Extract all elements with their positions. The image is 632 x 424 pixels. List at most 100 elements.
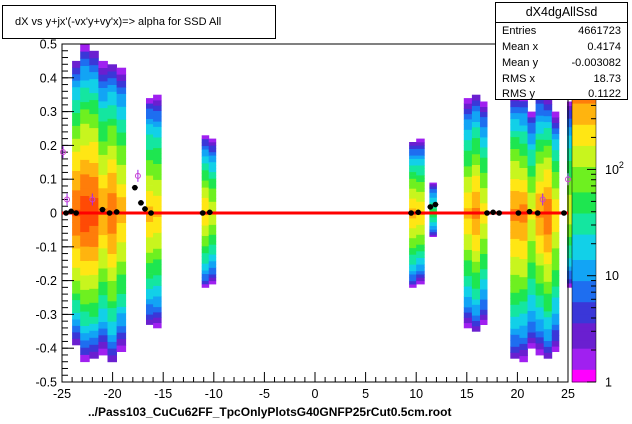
heatmap-cell [146, 252, 154, 258]
heatmap-cell [551, 302, 560, 309]
heatmap-cell [89, 64, 99, 73]
heatmap-cell [98, 334, 108, 342]
heatmap-cell [519, 258, 528, 266]
heatmap-cell [471, 261, 481, 268]
heatmap-cell [146, 288, 154, 294]
heatmap-cell [409, 145, 417, 149]
heatmap-cell [463, 119, 473, 125]
heatmap-cell [208, 168, 217, 173]
heatmap-cell [153, 274, 162, 281]
color-scale-cell [572, 246, 596, 252]
heatmap-cell [107, 172, 117, 180]
heatmap-cell [416, 161, 425, 166]
heatmap-cell [153, 216, 162, 223]
heatmap-cell [107, 213, 117, 221]
heatmap-cell [107, 233, 117, 241]
heatmap-cell [72, 138, 81, 146]
heatmap-cell [146, 298, 154, 305]
heatmap-cell [463, 275, 473, 282]
heatmap-cell [98, 274, 108, 282]
heatmap-cell [543, 98, 553, 105]
heatmap-cell [72, 131, 81, 139]
color-scale-cell [572, 331, 596, 336]
heatmap-cell [153, 137, 162, 143]
heatmap-cell [146, 170, 154, 176]
heatmap-cell [409, 185, 417, 189]
heatmap-cell [519, 343, 528, 350]
heatmap-cell [551, 258, 560, 265]
heatmap-cell [567, 181, 576, 187]
heatmap-cell [409, 201, 417, 206]
heatmap-cell [107, 307, 117, 315]
heatmap-cell [480, 136, 488, 143]
color-scale-cell [572, 145, 596, 151]
heatmap-cell [551, 226, 560, 232]
heatmap-cell [463, 134, 473, 141]
heatmap-cell [543, 240, 553, 247]
heatmap-cell [519, 276, 528, 284]
heatmap-cell [480, 147, 488, 153]
heatmap-cell [510, 196, 520, 203]
heatmap-cell [409, 260, 417, 265]
heatmap-cell [543, 263, 553, 270]
heatmap-cell [72, 190, 81, 197]
heatmap-cell [116, 164, 127, 172]
heatmap-cell [567, 236, 576, 242]
color-scale-cell [572, 352, 596, 358]
heatmap-cell [146, 309, 154, 315]
heatmap-cell [116, 241, 127, 249]
heatmap-cell [543, 133, 553, 140]
heatmap-cell [567, 156, 576, 161]
heatmap-cell [463, 265, 473, 271]
y-tick-label: 0.2 [40, 139, 57, 153]
heatmap-cell [146, 175, 154, 181]
heatmap-cell [480, 228, 488, 234]
heatmap-cell [201, 218, 210, 223]
heatmap-cell [107, 64, 117, 72]
heatmap-cell [416, 234, 425, 239]
heatmap-cell [116, 119, 127, 127]
heatmap-cell [480, 106, 488, 112]
heatmap-cell [429, 190, 437, 192]
heatmap-cell [527, 127, 536, 134]
heatmap-cell [80, 282, 90, 290]
color-scale-cell [572, 272, 596, 277]
heatmap-cell [527, 219, 536, 225]
heatmap-cell [72, 80, 81, 88]
heatmap-cell [567, 211, 576, 216]
heatmap-cell [416, 148, 425, 153]
color-scale-cell [572, 166, 596, 172]
heatmap-cell [116, 190, 127, 198]
heatmap-cell [567, 118, 576, 123]
heatmap-cell [510, 178, 520, 185]
heatmap-cell [416, 181, 425, 186]
profile-point [534, 210, 541, 216]
heatmap-cell [510, 202, 520, 209]
heatmap-cell [567, 131, 576, 136]
heatmap-cell [153, 126, 162, 133]
heatmap-cell [543, 257, 553, 265]
heatmap-cell [416, 198, 425, 202]
heatmap-cell [567, 249, 576, 254]
heatmap-cell [519, 349, 528, 357]
heatmap-cell [409, 231, 417, 235]
x-tick-label: 0 [312, 387, 319, 401]
heatmap-cell [89, 239, 99, 247]
outlier-point [64, 196, 71, 203]
heatmap-cell [89, 274, 99, 282]
heatmap-cell [107, 348, 117, 356]
stat-entries-value: 4661723 [578, 25, 621, 37]
heatmap-cell [543, 316, 553, 324]
heatmap-cell [146, 185, 154, 192]
heatmap-cell [527, 213, 536, 220]
color-scale-cell [572, 348, 596, 353]
heatmap-cell [98, 261, 108, 269]
heatmap-cell [535, 343, 545, 350]
heatmap-cell [510, 304, 520, 311]
heatmap-cell [72, 306, 81, 313]
heatmap-cell [72, 273, 81, 281]
heatmap-cell [519, 131, 528, 138]
color-scale-cell [572, 356, 596, 362]
heatmap-cell [116, 274, 127, 281]
